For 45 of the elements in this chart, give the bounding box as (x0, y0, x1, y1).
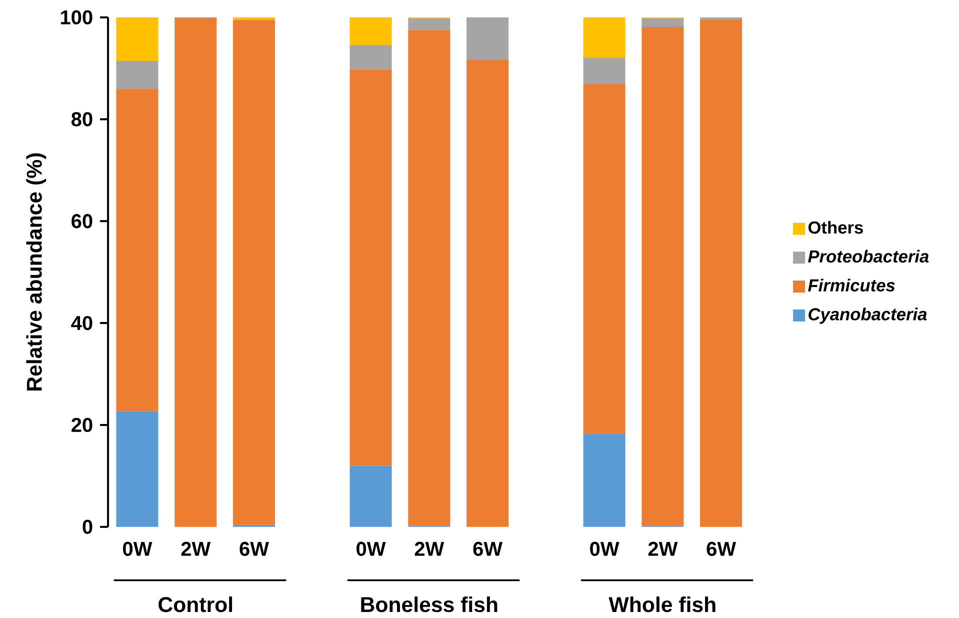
bar (116, 411, 158, 527)
y-tick-label: 60 (72, 214, 92, 228)
bar (350, 44, 392, 70)
bar (174, 17, 217, 527)
legend-label: Cyanobacteria (808, 308, 927, 324)
text: Boneless fish (361, 596, 498, 612)
bar (232, 17, 276, 20)
legend-label: Firmicutes (808, 278, 895, 292)
x-tick-label: 2W (648, 542, 678, 556)
bar (583, 57, 626, 84)
y-tick-label: 20 (72, 418, 92, 432)
bar (700, 19, 742, 527)
legend-label: Proteobacteria (808, 250, 929, 262)
x-tick-label: 0W (590, 542, 620, 556)
bar (642, 18, 684, 26)
x-tick-label: 6W (706, 542, 736, 556)
text: Whole fish (608, 596, 716, 612)
legend-label: Others (808, 220, 863, 234)
bar (408, 18, 450, 30)
x-tick-label: 2W (181, 542, 211, 556)
x-tick-label: 0W (123, 542, 152, 556)
bar (350, 466, 392, 527)
bar (232, 20, 276, 525)
bar (583, 434, 626, 527)
x-tick-label: 6W (473, 542, 503, 556)
bar (466, 60, 509, 527)
bar (408, 30, 450, 526)
text: Control (158, 596, 232, 612)
bar (350, 17, 392, 45)
bar (350, 69, 392, 466)
bar (642, 26, 684, 526)
bar (116, 60, 158, 89)
y-axis-title: Relative abundance (%) (26, 153, 46, 390)
y-tick-label: 40 (71, 316, 92, 330)
bar (116, 17, 158, 61)
y-tick-label: 100 (60, 10, 92, 24)
x-tick-label: 2W (414, 542, 444, 556)
x-tick-label: 0W (356, 542, 386, 556)
bar (583, 17, 626, 58)
bar (116, 88, 158, 412)
bar (466, 17, 509, 60)
x-tick-label: 6W (240, 542, 269, 556)
y-tick-label: 80 (71, 112, 92, 126)
y-tick-label: 0 (82, 520, 92, 534)
bar (583, 83, 626, 434)
